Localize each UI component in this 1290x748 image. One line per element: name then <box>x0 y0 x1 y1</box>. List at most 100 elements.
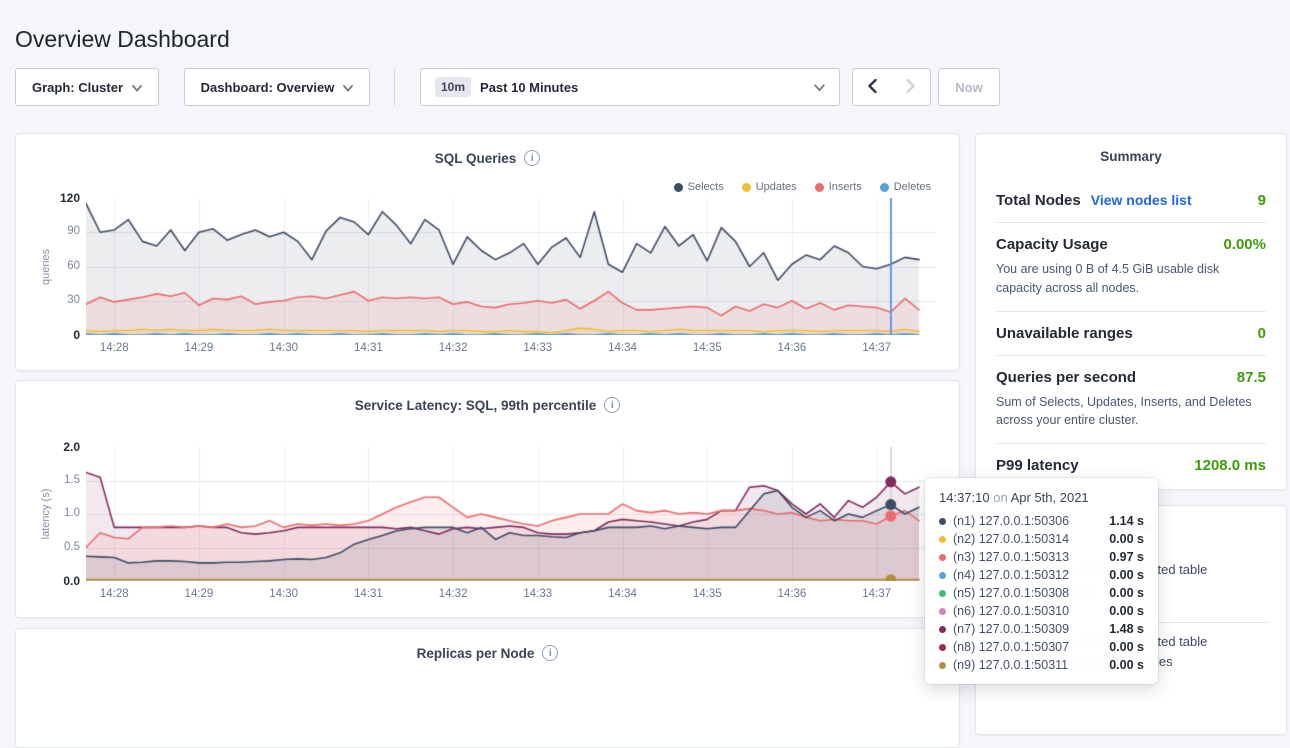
node-dot-icon <box>939 608 946 615</box>
y-axis-tick: 0.5 <box>38 541 80 553</box>
time-range-badge: 10m <box>435 77 471 97</box>
x-axis-tick: 14:31 <box>346 588 390 600</box>
tooltip-timestamp: 14:37:10 on Apr 5th, 2021 <box>939 490 1144 505</box>
legend-label: Inserts <box>829 181 862 193</box>
divider <box>996 355 1266 356</box>
node-dot-icon <box>939 554 946 561</box>
node-address: (n3) 127.0.0.1:50313 <box>953 550 1069 564</box>
metric-label: Queries per second <box>996 369 1136 386</box>
summary-title: Summary <box>996 149 1266 164</box>
total-nodes-row: Total Nodes View nodes list 9 <box>996 192 1266 209</box>
y-axis-tick: 30 <box>38 294 80 306</box>
chevron-left-icon <box>868 79 877 96</box>
x-axis-tick: 14:28 <box>92 588 136 600</box>
chevron-down-icon <box>132 80 142 95</box>
x-axis-tick: 14:34 <box>601 588 645 600</box>
x-axis-tick: 14:35 <box>685 342 729 354</box>
divider <box>996 443 1266 444</box>
time-range-label: Past 10 Minutes <box>480 80 578 95</box>
service-latency-card: Service Latency: SQL, 99th percentile la… <box>15 380 960 618</box>
x-axis-tick: 14:30 <box>262 342 306 354</box>
node-address: (n2) 127.0.0.1:50314 <box>953 532 1069 546</box>
metric-label: P99 latency <box>996 457 1079 474</box>
legend-dot-icon <box>815 183 824 192</box>
time-range-picker[interactable]: 10m Past 10 Minutes <box>420 68 840 106</box>
metric-label: Total Nodes <box>996 192 1081 209</box>
metric-description: Sum of Selects, Updates, Inserts, and De… <box>996 393 1266 431</box>
queries-per-second-row: Queries per second 87.5 <box>996 369 1266 386</box>
prev-range-button[interactable] <box>852 68 892 106</box>
toolbar-divider <box>394 68 395 106</box>
now-button[interactable]: Now <box>938 68 1000 106</box>
legend-dot-icon <box>742 183 751 192</box>
legend-item: Inserts <box>815 181 862 193</box>
legend-label: Updates <box>756 181 797 193</box>
x-axis-tick: 14:36 <box>770 588 814 600</box>
divider <box>996 222 1266 223</box>
node-latency-value: 1.14 s <box>1109 514 1144 528</box>
tooltip-row: (n1) 127.0.0.1:50306 1.14 s <box>939 512 1144 530</box>
node-latency-value: 0.97 s <box>1109 550 1144 564</box>
metric-value: 1208.0 ms <box>1194 457 1266 474</box>
node-latency-value: 0.00 s <box>1109 568 1144 582</box>
node-dot-icon <box>939 644 946 651</box>
y-axis-tick: 120 <box>38 191 80 205</box>
graph-dropdown[interactable]: Graph: Cluster <box>15 68 159 106</box>
metric-label: Capacity Usage <box>996 236 1108 253</box>
node-latency-value: 0.00 s <box>1109 532 1144 546</box>
x-axis-tick: 14:35 <box>685 588 729 600</box>
x-axis-tick: 14:34 <box>601 342 645 354</box>
x-axis-tick: 14:29 <box>177 588 221 600</box>
page-title: Overview Dashboard <box>15 26 230 53</box>
tooltip-row: (n8) 127.0.0.1:503070.00 s <box>939 638 1144 656</box>
legend-item: Updates <box>742 181 797 193</box>
x-axis-tick: 14:29 <box>177 342 221 354</box>
metric-value: 0 <box>1258 325 1266 342</box>
node-address: (n7) 127.0.0.1:50309 <box>953 622 1069 636</box>
unavailable-ranges-row: Unavailable ranges 0 <box>996 325 1266 342</box>
sql-queries-card: SQL Queries Selects Updates Inserts Deletes… <box>15 133 960 371</box>
node-address: (n1) 127.0.0.1:50306 <box>953 514 1069 528</box>
x-axis-tick: 14:37 <box>855 588 899 600</box>
chevron-down-icon <box>343 80 353 95</box>
latency-chart-plot[interactable] <box>86 447 936 581</box>
info-icon[interactable] <box>542 645 558 661</box>
replicas-per-node-card: Replicas per Node <box>15 628 960 748</box>
info-icon[interactable] <box>604 397 620 413</box>
chart-title: Replicas per Node <box>417 646 535 661</box>
tooltip-row: (n9) 127.0.0.1:503110.00 s <box>939 656 1144 674</box>
tooltip-time: 14:37:10 <box>939 490 990 505</box>
dashboard-dropdown[interactable]: Dashboard: Overview <box>184 68 370 106</box>
legend-label: Selects <box>688 181 724 193</box>
x-axis-tick: 14:36 <box>770 342 814 354</box>
next-range-button[interactable] <box>891 68 931 106</box>
info-icon[interactable] <box>524 150 540 166</box>
view-nodes-link[interactable]: View nodes list <box>1091 192 1192 208</box>
metric-value: 9 <box>1258 192 1266 209</box>
node-latency-value: 0.00 s <box>1109 604 1144 618</box>
tooltip-row: (n3) 127.0.0.1:50313 0.97 s <box>939 548 1144 566</box>
y-axis-tick: 0.0 <box>38 574 80 588</box>
sql-legend: Selects Updates Inserts Deletes <box>674 181 931 193</box>
y-axis-tick: 1.5 <box>38 474 80 486</box>
legend-dot-icon <box>880 183 889 192</box>
node-dot-icon <box>939 572 946 579</box>
chevron-down-icon <box>814 80 825 95</box>
metric-value: 87.5 <box>1237 369 1266 386</box>
x-axis-tick: 14:33 <box>516 588 560 600</box>
legend-dot-icon <box>674 183 683 192</box>
x-axis-tick: 14:30 <box>262 588 306 600</box>
y-axis-tick: 1.0 <box>38 507 80 519</box>
legend-item: Selects <box>674 181 724 193</box>
tooltip-date: Apr 5th, 2021 <box>1011 490 1089 505</box>
node-dot-icon <box>939 518 946 525</box>
metric-label: Unavailable ranges <box>996 325 1133 342</box>
legend-item: Deletes <box>880 181 931 193</box>
tooltip-row: (n7) 127.0.0.1:503091.48 s <box>939 620 1144 638</box>
sql-chart-plot[interactable] <box>86 198 936 335</box>
node-address: (n9) 127.0.0.1:50311 <box>953 658 1068 672</box>
x-axis-tick: 14:32 <box>431 342 475 354</box>
node-dot-icon <box>939 626 946 633</box>
chart-title: SQL Queries <box>435 151 517 166</box>
y-axis-tick: 60 <box>38 260 80 272</box>
